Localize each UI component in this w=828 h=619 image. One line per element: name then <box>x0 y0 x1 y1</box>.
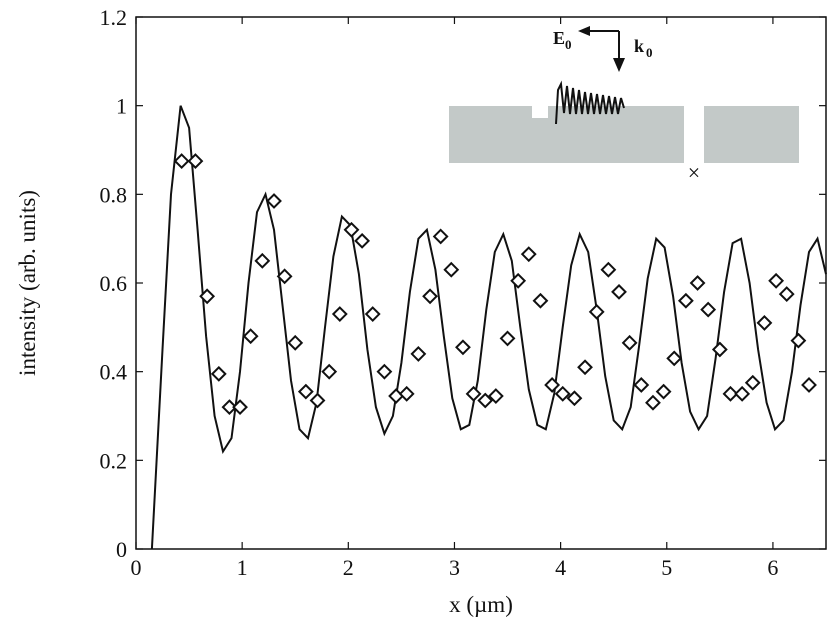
plot-area: 0 1 2 3 4 5 6 0 0.2 0.4 0.6 0.8 1 1.2 x (µm) intensity … <box>15 5 827 617</box>
data-point-diamond <box>756 314 773 331</box>
e-field-label: E0 <box>553 28 572 52</box>
k-vector-arrowhead <box>613 58 625 72</box>
data-point-diamond <box>422 288 438 305</box>
y-tick-label: 0.2 <box>100 448 128 473</box>
data-point-diamond <box>321 363 338 380</box>
y-tick-label: 0.4 <box>100 360 128 385</box>
data-point-diamond <box>487 388 504 404</box>
slab-right <box>704 106 799 163</box>
data-point-diamond <box>621 334 638 351</box>
data-point-diamond <box>376 363 393 380</box>
data-point-diamond <box>187 153 204 169</box>
data-point-diamond <box>173 153 190 169</box>
data-point-diamond <box>499 330 516 347</box>
cross-marker: × <box>688 160 700 185</box>
data-point-diamond <box>309 392 326 409</box>
data-point-diamond <box>210 365 227 382</box>
data-point-diamond <box>645 394 661 411</box>
x-tick-label: 3 <box>449 555 460 580</box>
data-point-diamond <box>633 377 650 393</box>
data-point-diamond <box>611 283 627 300</box>
data-point-diamond <box>232 399 248 416</box>
data-point-diamond <box>443 261 460 278</box>
data-point-diamond <box>477 392 494 409</box>
data-point-diamond <box>768 272 785 289</box>
data-point-diamond <box>554 385 571 402</box>
y-axis-label: intensity (arb. units) <box>15 190 40 376</box>
data-point-diamond <box>790 332 807 349</box>
data-point-diamond <box>588 303 605 320</box>
data-point-diamond <box>689 275 706 291</box>
data-point-diamond <box>666 350 683 367</box>
data-point-diamond <box>677 292 694 309</box>
data-point-diamond <box>343 221 360 238</box>
wave-squiggle <box>555 80 625 125</box>
y-tick-label: 0.8 <box>100 182 128 207</box>
data-point-diamond <box>510 272 527 289</box>
data-point-diamond <box>287 334 304 351</box>
data-point-diamond <box>242 328 259 345</box>
data-point-diamond <box>655 383 672 400</box>
data-point-diamond <box>410 346 427 362</box>
x-tick-label: 2 <box>343 555 354 580</box>
x-tick-label: 0 <box>131 555 142 580</box>
data-point-diamond <box>432 228 449 245</box>
data-point-diamond <box>297 383 314 400</box>
data-point-diamond <box>577 359 593 376</box>
data-point-diamond <box>276 268 293 285</box>
x-tick-label: 1 <box>237 555 248 580</box>
y-tick-label: 0.6 <box>100 271 128 296</box>
data-point-diamond <box>364 306 381 322</box>
data-point-diamond <box>566 390 583 407</box>
data-point-diamond <box>544 377 561 393</box>
x-tick-label: 6 <box>767 555 778 580</box>
axes-frame <box>135 16 827 550</box>
data-point-diamond <box>398 385 415 402</box>
data-point-diamond <box>266 193 282 209</box>
slab-left <box>449 106 684 163</box>
data-point-diamond <box>700 301 717 318</box>
y-tick-label: 1 <box>116 94 127 119</box>
data-point-diamond <box>354 232 371 249</box>
y-tick-label: 1.2 <box>100 5 128 30</box>
data-point-diamond <box>520 246 537 263</box>
data-point-diamond <box>254 252 271 269</box>
y-tick-label: 0 <box>116 537 127 562</box>
data-point-diamond <box>778 286 795 302</box>
x-axis-label: x (µm) <box>449 592 513 617</box>
data-point-diamond <box>801 377 817 393</box>
data-point-diamond <box>388 388 404 404</box>
data-point-diamond <box>711 341 728 358</box>
data-point-diamond <box>744 374 761 391</box>
data-point-diamond <box>221 399 238 416</box>
data-point-diamond <box>199 288 216 305</box>
slab-groove <box>532 106 548 118</box>
x-tick-label: 4 <box>555 555 566 580</box>
data-point-diamond <box>331 306 348 322</box>
x-tick-label: 5 <box>661 555 672 580</box>
data-point-diamond <box>465 385 482 402</box>
e-field-arrowhead <box>578 26 590 36</box>
data-point-diamond <box>734 385 751 402</box>
data-point-diamond <box>600 261 617 278</box>
data-point-diamond <box>722 385 739 402</box>
data-point-diamond <box>532 292 549 309</box>
data-point-diamond <box>455 339 471 356</box>
series-line <box>150 105 827 550</box>
